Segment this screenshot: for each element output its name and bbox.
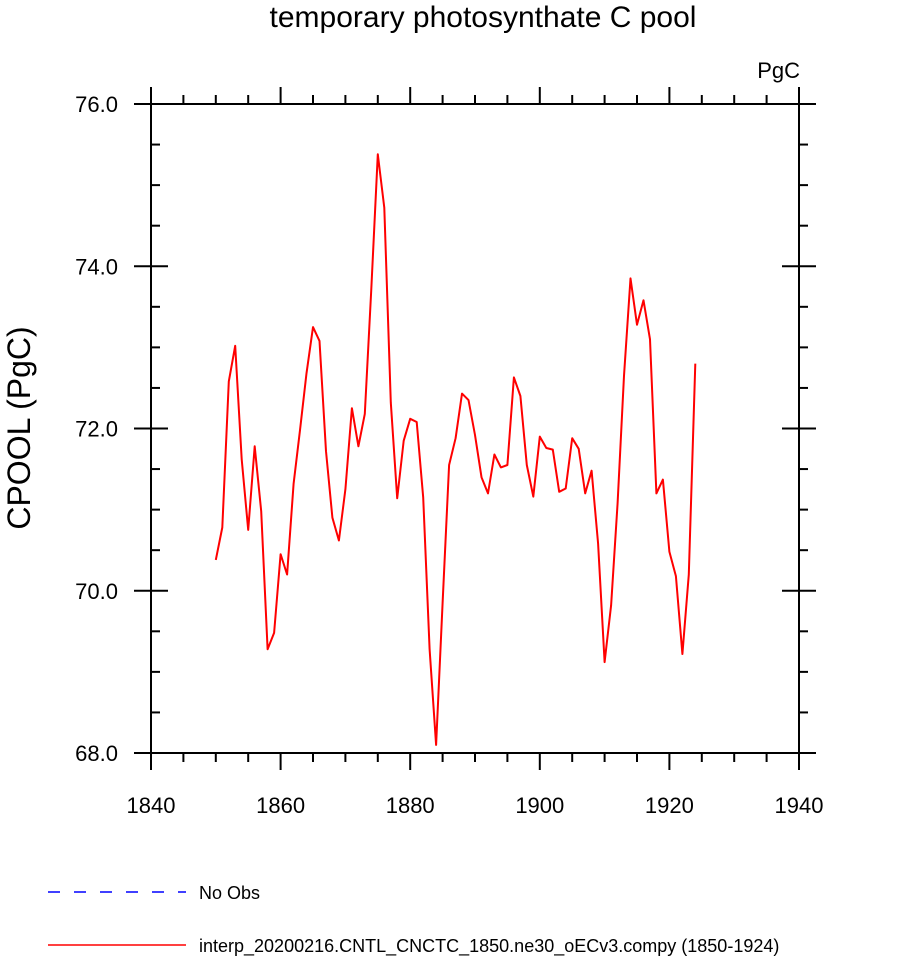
legend-label: interp_20200216.CNTL_CNCTC_1850.ne30_oEC…	[199, 936, 779, 957]
x-tick-label: 1860	[256, 793, 305, 818]
series-line	[214, 153, 697, 746]
y-tick-label: 72.0	[75, 417, 118, 442]
y-tick-label: 74.0	[75, 254, 118, 279]
plot-frame	[150, 103, 800, 754]
x-tick-label: 1900	[515, 793, 564, 818]
legend-label: No Obs	[199, 883, 260, 903]
x-tick-label: 1920	[645, 793, 694, 818]
ticks-layer	[134, 87, 816, 770]
y-tick-label: 68.0	[75, 741, 118, 766]
legend: No Obs interp_20200216.CNTL_CNCTC_1850.ne…	[48, 883, 779, 957]
y-tick-label: 70.0	[75, 579, 118, 604]
tick-labels-layer: 1840 1860 1880 1900 1920 1940 68.0 70.0 72.0 74.0…	[75, 92, 823, 818]
x-tick-label: 1880	[386, 793, 435, 818]
chart-title: temporary photosynthate C pool	[270, 1, 697, 34]
units-label: PgC	[757, 58, 800, 83]
x-tick-label: 1840	[127, 793, 176, 818]
y-axis-label: CPOOL (PgC)	[1, 326, 37, 529]
x-tick-label: 1940	[775, 793, 824, 818]
series-layer	[214, 153, 697, 746]
y-tick-label: 76.0	[75, 92, 118, 117]
